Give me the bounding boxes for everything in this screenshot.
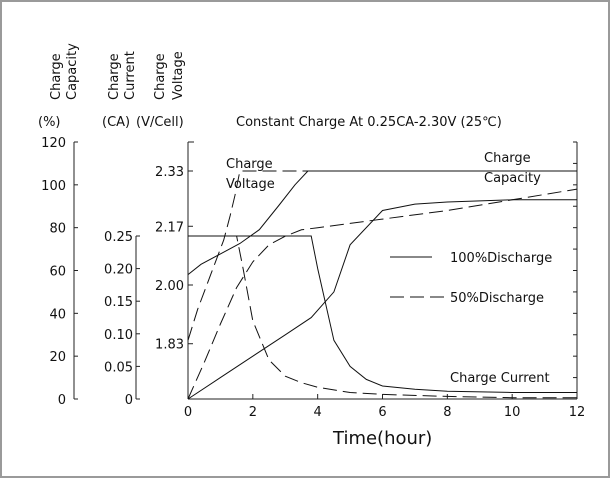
capacity-tick-label: 80 — [49, 222, 66, 237]
current-label-line1: Charge — [107, 53, 122, 100]
capacity-tick-label: 120 — [41, 136, 66, 151]
voltage-tick-label: 2.33 — [155, 165, 184, 180]
current-tick-label: 0.10 — [104, 328, 133, 343]
capacity-label-line2: Capacity — [65, 43, 80, 100]
current-tick-label: 0.05 — [104, 360, 133, 375]
voltage-label-line1: Charge — [153, 53, 168, 100]
legend-dashed-label: 50%Discharge — [450, 291, 544, 306]
capacity-unit: (%) — [38, 115, 61, 130]
annotation-charge-capacity-line2: Capacity — [484, 171, 541, 186]
current-tick-label: 0.25 — [104, 230, 133, 245]
series-layer — [187, 170, 578, 400]
x-axis-title: Time(hour) — [332, 428, 432, 449]
current-tick-label: 0 — [125, 393, 133, 408]
x-tick-label: 10 — [504, 405, 521, 420]
capacity-tick-label: 60 — [49, 265, 66, 280]
annotation-charge-capacity-line1: Charge — [484, 151, 531, 166]
x-tick-label: 0 — [184, 405, 192, 420]
series-charge-current-100pct — [188, 235, 577, 393]
x-tick-label: 6 — [378, 405, 386, 420]
legend-solid-label: 100%Discharge — [450, 251, 552, 266]
current-tick-label: 0.20 — [104, 263, 133, 278]
voltage-label-line2: Voltage — [171, 51, 186, 100]
capacity-label-line1: Charge — [49, 53, 64, 100]
x-tick-label: 4 — [314, 405, 322, 420]
current-tick-label: 0.15 — [104, 295, 133, 310]
annotation-charge-voltage-line2: Voltage — [226, 177, 275, 192]
x-tick-label: 2 — [249, 405, 257, 420]
current-label-line2: Current — [123, 51, 138, 100]
voltage-tick-label: 2.00 — [155, 279, 184, 294]
annotation-charge-voltage-line1: Charge — [226, 157, 273, 172]
annotation-charge-current: Charge Current — [450, 371, 550, 386]
capacity-tick-label: 40 — [49, 307, 66, 322]
series-charge-capacity-100pct — [187, 199, 577, 400]
x-tick-label: 12 — [569, 405, 586, 420]
series-charge-voltage-50pct — [187, 170, 577, 341]
voltage-tick-label: 2.17 — [155, 220, 184, 235]
current-unit: (CA) — [102, 115, 130, 130]
x-tick-label: 8 — [443, 405, 451, 420]
capacity-tick-label: 0 — [58, 393, 66, 408]
capacity-tick-label: 20 — [49, 350, 66, 365]
voltage-tick-label: 1.83 — [155, 338, 184, 353]
series-charge-current-50pct — [188, 235, 577, 399]
capacity-tick-label: 100 — [41, 179, 66, 194]
chart-title: Constant Charge At 0.25CA-2.30V (25℃) — [236, 115, 502, 130]
voltage-unit: (V/Cell) — [136, 115, 184, 130]
series-charge-capacity-50pct — [187, 188, 578, 400]
axes-layer: 1201008060402000.250.200.150.100.0502.33… — [41, 136, 585, 420]
